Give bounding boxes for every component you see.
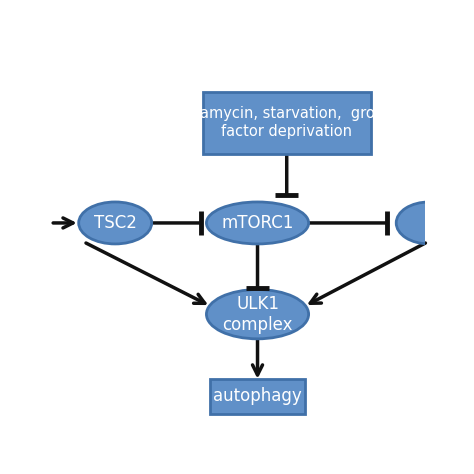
Text: TSC2: TSC2 [94,214,137,232]
Text: autophagy: autophagy [213,387,302,405]
FancyBboxPatch shape [210,379,305,414]
Ellipse shape [396,202,462,244]
Ellipse shape [79,202,152,244]
Text: Rapamycin, starvation,  growth
factor deprivation: Rapamycin, starvation, growth factor dep… [172,106,401,139]
Text: ULK1
complex: ULK1 complex [222,295,293,334]
Ellipse shape [207,202,309,244]
Ellipse shape [207,290,309,339]
FancyBboxPatch shape [203,91,371,154]
Text: mTORC1: mTORC1 [221,214,294,232]
